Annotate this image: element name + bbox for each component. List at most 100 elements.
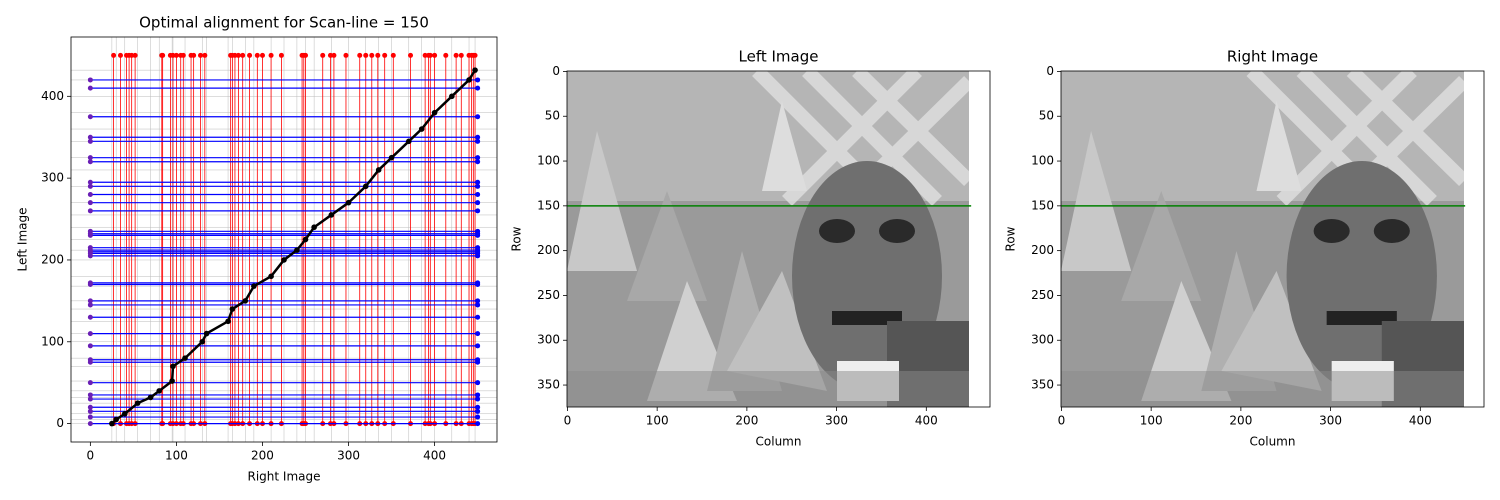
x-tick-label: 100: [646, 414, 669, 428]
occlusion-dot-left: [475, 343, 481, 349]
chart-title: Left Image: [739, 48, 819, 66]
alignment-point: [302, 236, 309, 243]
x-axis-label: Right Image: [248, 470, 321, 484]
occlusion-dot-left: [87, 396, 93, 402]
occlusion-dot-right: [453, 52, 459, 58]
occlusion-dot-right: [235, 52, 241, 58]
occlusion-dot-left: [475, 421, 481, 427]
occlusion-dot-right: [240, 52, 246, 58]
occlusion-dot-left: [475, 414, 481, 420]
occlusion-dot-right: [363, 52, 369, 58]
occlusion-dot-left: [475, 183, 481, 189]
occlusion-dot-left: [475, 245, 481, 251]
alignment-point: [229, 306, 236, 312]
occlusion-dot-right: [202, 52, 208, 58]
alignment-point: [134, 400, 141, 406]
occlusion-dot-left: [475, 357, 481, 363]
right-photo: [1061, 71, 1464, 407]
y-tick-label: 200: [1031, 243, 1054, 257]
alignment-point: [328, 212, 335, 218]
x-tick-label: 200: [1229, 414, 1252, 428]
occlusion-dot-left: [475, 331, 481, 337]
occlusion-dot-left: [475, 134, 481, 140]
alignment-point: [182, 355, 188, 361]
occlusion-dot-left: [475, 302, 481, 308]
occlusion-dot-left: [475, 392, 481, 398]
x-tick-label: 400: [1409, 414, 1432, 428]
occlusion-dot-left: [87, 245, 93, 251]
occlusion-dot-left: [475, 298, 481, 304]
occlusion-dot-left: [87, 408, 93, 414]
occlusion-dot-left: [87, 302, 93, 308]
y-axis-label: Row: [510, 226, 524, 251]
occlusion-dot-right: [259, 52, 265, 58]
occlusion-dot-left: [87, 134, 93, 140]
alignment-point: [169, 378, 175, 384]
occlusion-dot-right: [198, 52, 204, 58]
alignment-point: [113, 416, 119, 423]
occlusion-dot-left: [87, 343, 93, 349]
alignment-point: [170, 363, 176, 370]
y-tick-label: 400: [41, 89, 64, 103]
y-tick-label: 0: [1046, 64, 1054, 78]
occlusion-dot-right: [472, 52, 478, 58]
x-tick-label: 200: [735, 414, 758, 428]
occlusion-dot-right: [443, 52, 449, 58]
alignment-point: [199, 338, 206, 345]
occlusion-dot-right: [408, 52, 414, 58]
occlusion-dot-left: [87, 280, 93, 286]
y-tick-label: 0: [552, 64, 560, 78]
occlusion-dot-left: [475, 380, 481, 386]
occlusion-dot-right: [357, 52, 363, 58]
y-tick-label: 350: [537, 378, 560, 392]
occlusion-dot-left: [475, 85, 481, 91]
occlusion-dot-right: [111, 52, 117, 58]
occlusion-dot-right: [422, 52, 428, 58]
x-tick-label: 300: [825, 414, 848, 428]
occlusion-dot-right: [278, 52, 284, 58]
occlusion-dot-left: [87, 208, 93, 214]
occlusion-dot-left: [87, 138, 93, 144]
occlusion-dot-left: [475, 228, 481, 234]
x-axis-label: Column: [1250, 435, 1296, 449]
occlusion-dot-left: [87, 77, 93, 83]
occlusion-dot-left: [87, 380, 93, 386]
alignment-point: [156, 388, 163, 394]
occlusion-dot-right: [432, 52, 438, 58]
occlusion-dot-left: [475, 138, 481, 144]
x-tick-label: 400: [915, 414, 938, 428]
occlusion-dot-right: [170, 52, 176, 58]
alignment-point: [405, 138, 412, 145]
occlusion-dot-right: [375, 52, 381, 58]
occlusion-dot-left: [475, 159, 481, 165]
y-axis-label: Left Image: [16, 208, 30, 272]
occlusion-dot-right: [327, 52, 333, 58]
occlusion-dot-left: [87, 298, 93, 304]
y-tick-label: 100: [1031, 154, 1054, 168]
occlusion-dot-right: [232, 52, 238, 58]
occlusion-dot-left: [87, 404, 93, 410]
alignment-point: [268, 273, 274, 280]
occlusion-dot-left: [87, 200, 93, 206]
occlusion-dot-right: [191, 52, 197, 58]
occlusion-dot-left: [475, 396, 481, 402]
occlusion-dot-right: [132, 52, 138, 58]
chart-title: Right Image: [1227, 48, 1318, 66]
alignment-point: [345, 199, 352, 206]
alignment-point: [431, 109, 438, 116]
occlusion-dot-right: [458, 52, 464, 58]
occlusion-dot-left: [87, 414, 93, 420]
alignment-point: [109, 420, 115, 427]
alignment-point: [449, 93, 455, 100]
occlusion-dot-left: [475, 192, 481, 197]
x-tick-label: 200: [251, 449, 274, 463]
y-tick-label: 300: [1031, 333, 1054, 347]
occlusion-dot-left: [475, 77, 481, 83]
occlusion-dot-right: [247, 52, 253, 58]
occlusion-dot-left: [87, 114, 93, 120]
occlusion-dot-left: [475, 314, 481, 320]
y-tick-label: 150: [537, 198, 560, 212]
occlusion-dot-left: [475, 155, 481, 161]
alignment-point: [418, 126, 425, 132]
occlusion-dot-left: [87, 155, 93, 161]
